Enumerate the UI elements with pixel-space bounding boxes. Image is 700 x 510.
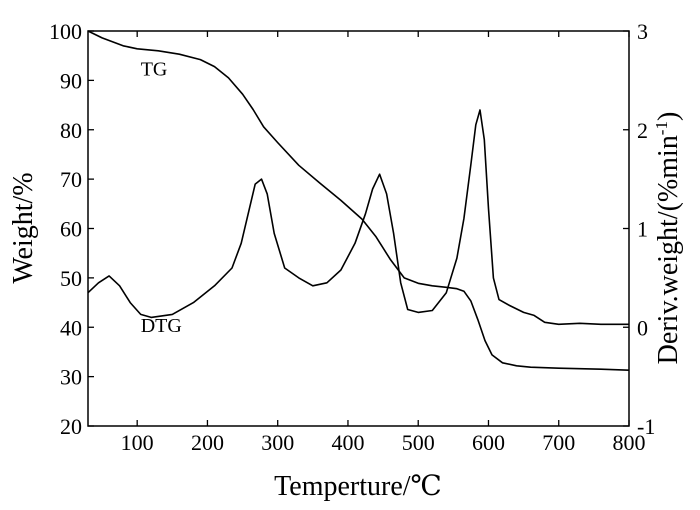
curve-annotation: TG [141,58,168,80]
y-left-tick-label: 80 [60,118,82,143]
plot-area-frame [87,30,630,427]
x-tick-label: 100 [121,430,154,455]
x-tick-label: 800 [613,430,646,455]
x-tick-label: 600 [472,430,505,455]
y-right-tick-label: 0 [637,315,648,340]
y-axis-left-title: Weight/% [8,172,39,283]
x-tick-label: 200 [191,430,224,455]
y-axis-right-title-main: Deriv.weight/(%min [653,135,684,364]
dtg-curve [87,109,629,326]
tg-curve [87,30,630,371]
y-axis-right-title-sup: -1 [652,121,671,135]
x-tick-label: 400 [331,430,364,455]
x-tick-label: 500 [402,430,435,455]
y-left-tick-label: 20 [60,414,82,439]
curve-annotation: DTG [141,315,182,337]
y-left-tick-label: 40 [60,315,82,340]
y-left-tick-label: 70 [60,167,82,192]
y-right-tick-label: 2 [637,118,648,143]
y-left-tick-label: 50 [60,266,82,291]
y-left-tick-label: 60 [60,217,82,242]
y-left-tick-label: 100 [49,19,82,44]
y-left-tick-label: 90 [60,68,82,93]
x-tick-label: 300 [261,430,294,455]
y-right-tick-label: 3 [637,19,648,44]
x-axis-title: Temperture/℃ [274,471,442,502]
y-axis-right-title: Deriv.weight/(%min-1) [652,112,684,365]
y-right-tick-label: 1 [637,217,648,242]
x-tick-label: 700 [542,430,575,455]
y-axis-right-title-close: ) [653,112,684,121]
y-left-tick-label: 30 [60,365,82,390]
y-right-tick-label: -1 [637,414,655,439]
